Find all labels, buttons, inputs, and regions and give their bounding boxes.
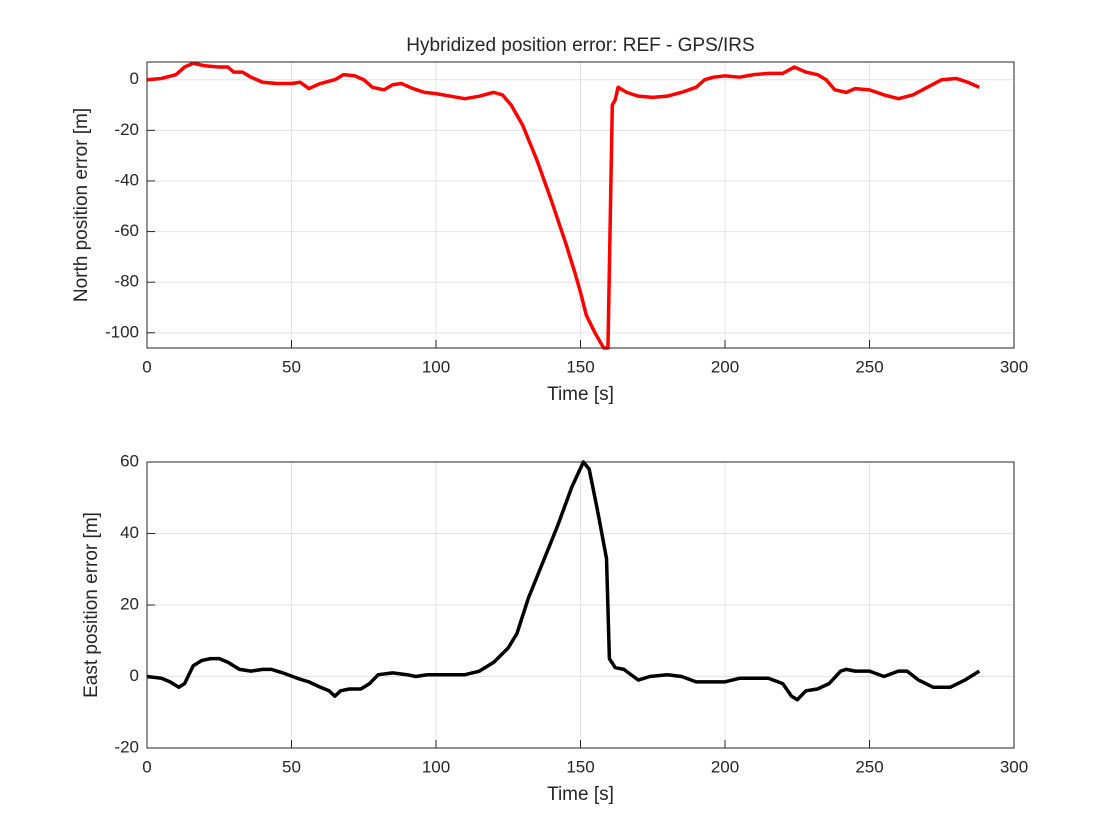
y-axis-label: East position error [m]	[81, 512, 102, 698]
y-tick-label: 60	[120, 451, 139, 470]
x-tick-label: 50	[282, 757, 301, 776]
x-tick-label: 0	[142, 357, 151, 376]
chart-title: Hybridized position error: REF - GPS/IRS	[406, 35, 754, 56]
x-tick-label: 200	[711, 357, 739, 376]
data-line	[146, 460, 981, 702]
y-tick-label: 20	[120, 594, 139, 613]
data-line	[146, 61, 981, 350]
axes-box	[146, 461, 1015, 749]
x-tick-label: 100	[422, 357, 450, 376]
y-axis-label: North position error [m]	[71, 108, 92, 302]
y-tick-label: 40	[120, 523, 139, 542]
y-tick-label: 0	[130, 666, 139, 685]
x-tick-label: 100	[422, 757, 450, 776]
x-tick-label: 300	[1000, 357, 1028, 376]
y-tick-label: -20	[114, 120, 139, 139]
x-tick-label: 0	[142, 757, 151, 776]
x-tick-label: 50	[282, 357, 301, 376]
x-tick-label: 300	[1000, 757, 1028, 776]
x-tick-label: 150	[566, 357, 594, 376]
x-axis-label: Time [s]	[547, 784, 614, 805]
x-tick-label: 200	[711, 757, 739, 776]
x-tick-label: 150	[566, 757, 594, 776]
x-tick-label: 250	[855, 757, 883, 776]
x-tick-label: 250	[855, 357, 883, 376]
y-tick-label: -100	[105, 322, 139, 341]
y-tick-label: -20	[114, 737, 139, 756]
axes-box	[146, 61, 1015, 349]
y-tick-label: -60	[114, 221, 139, 240]
y-tick-label: 0	[130, 69, 139, 88]
y-tick-label: -40	[114, 170, 139, 189]
x-axis-label: Time [s]	[547, 384, 614, 405]
y-tick-label: -80	[114, 272, 139, 291]
